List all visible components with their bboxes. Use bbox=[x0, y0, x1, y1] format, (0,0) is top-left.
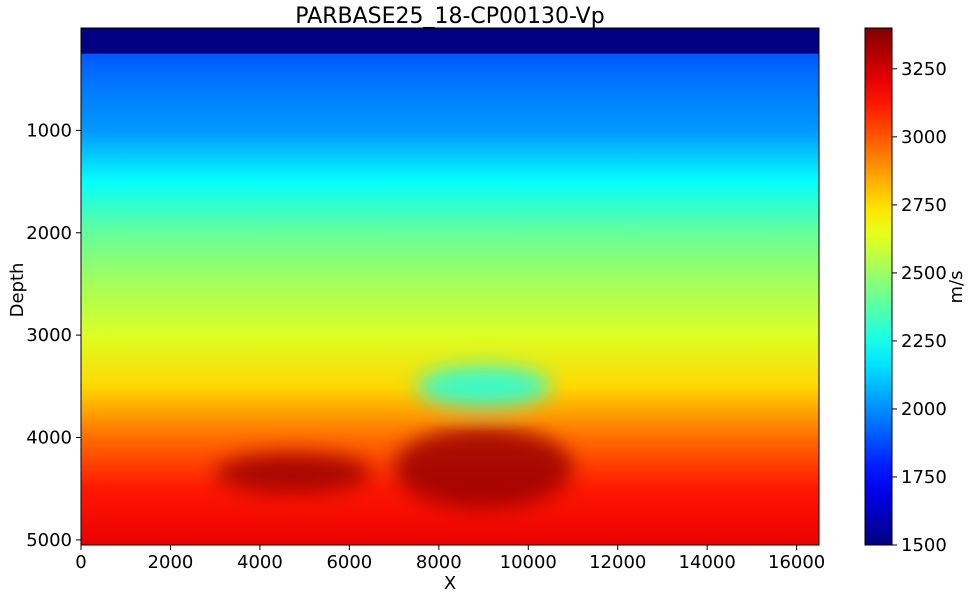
anomaly bbox=[416, 365, 551, 407]
x-tick-label: 10000 bbox=[500, 552, 557, 573]
y-tick-label: 2000 bbox=[26, 223, 72, 244]
anomaly bbox=[394, 427, 573, 510]
x-tick-label: 14000 bbox=[679, 552, 736, 573]
x-tick-label: 2000 bbox=[148, 552, 194, 573]
colorbar-tick-label: 1750 bbox=[901, 467, 947, 488]
colorbar-label: m/s bbox=[946, 271, 967, 304]
y-axis-label: Depth bbox=[7, 263, 28, 318]
colorbar-ticks: 1500 1750 2000 2250 2500 2750 3000 3250 bbox=[892, 59, 947, 556]
y-tick-label: 3000 bbox=[26, 325, 72, 346]
plot-area bbox=[81, 28, 819, 545]
colorbar-tick-label: 1500 bbox=[901, 535, 947, 556]
x-tick-label: 6000 bbox=[326, 552, 372, 573]
x-tick-label: 12000 bbox=[589, 552, 646, 573]
anomaly bbox=[215, 452, 372, 494]
y-axis: 1000 2000 3000 4000 5000 bbox=[26, 120, 81, 551]
x-tick-label: 8000 bbox=[416, 552, 462, 573]
colorbar-tick-label: 2250 bbox=[901, 331, 947, 352]
x-tick-label: 16000 bbox=[768, 552, 825, 573]
y-tick-label: 1000 bbox=[26, 120, 72, 141]
colorbar-tick-label: 2750 bbox=[901, 195, 947, 216]
chart-title: PARBASE25_18-CP00130-Vp bbox=[295, 4, 604, 29]
colorbar-tick-label: 3000 bbox=[901, 127, 947, 148]
x-axis-label: X bbox=[444, 573, 456, 594]
colorbar-tick-label: 3250 bbox=[901, 59, 947, 80]
colorbar-tick-label: 2500 bbox=[901, 263, 947, 284]
y-tick-label: 4000 bbox=[26, 428, 72, 449]
x-tick-label: 4000 bbox=[237, 552, 283, 573]
plot-frame bbox=[80, 27, 820, 546]
x-tick-label: 0 bbox=[75, 552, 86, 573]
y-tick-label: 5000 bbox=[26, 530, 72, 551]
anomaly-layer bbox=[215, 365, 573, 510]
colorbar bbox=[864, 27, 893, 546]
water-layer bbox=[81, 28, 819, 54]
x-axis: 0 2000 4000 6000 8000 10000 12000 14000 16000 bbox=[75, 545, 825, 573]
colorbar-tick-label: 2000 bbox=[901, 399, 947, 420]
